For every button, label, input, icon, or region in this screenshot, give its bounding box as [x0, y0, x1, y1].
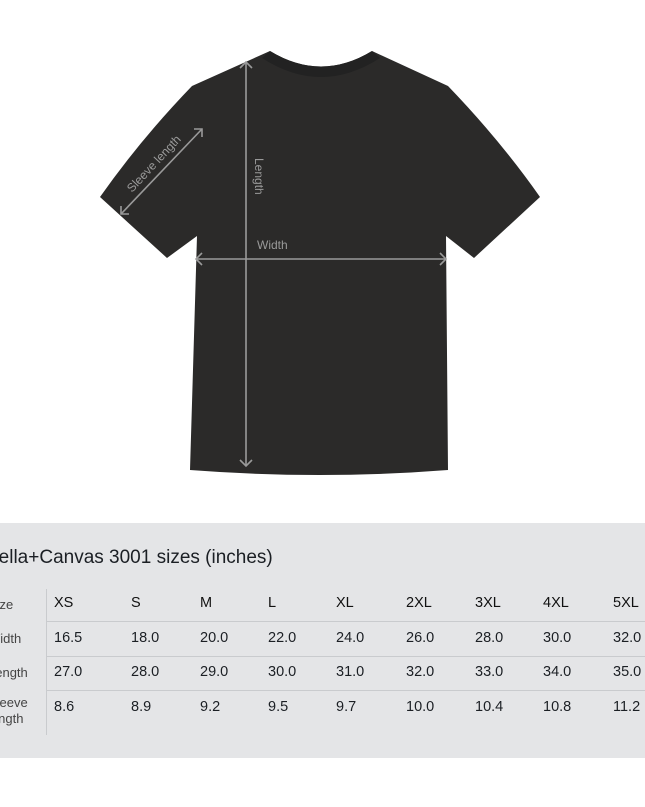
table-cell: 28.0	[131, 664, 160, 680]
arrow-icon	[239, 60, 253, 69]
size-header: XL	[336, 595, 354, 611]
tshirt-image	[100, 51, 540, 475]
table-cell: 18.0	[131, 630, 160, 646]
divider	[46, 589, 47, 735]
arrow-icon	[194, 128, 203, 137]
table-cell: 24.0	[336, 630, 365, 646]
table-cell: 22.0	[268, 630, 297, 646]
size-header: 4XL	[543, 595, 569, 611]
size-header: 3XL	[475, 595, 501, 611]
table-cell: 10.0	[406, 699, 435, 715]
divider	[47, 656, 645, 657]
arrow-icon	[439, 252, 448, 266]
table-cell: 28.0	[475, 630, 504, 646]
tshirt-diagram: Sleeve length Length Width	[100, 51, 540, 475]
table-cell: 31.0	[336, 664, 365, 680]
sleeve-measure-line	[120, 128, 203, 215]
table-cell: 9.7	[336, 699, 357, 715]
row-label: Size	[0, 597, 14, 612]
size-header: M	[200, 595, 213, 611]
table-cell: 20.0	[200, 630, 229, 646]
divider	[47, 690, 645, 691]
row-label: Width	[0, 631, 22, 646]
row-label: Sleeve length	[0, 695, 28, 726]
width-label: Width	[257, 238, 288, 252]
size-chart-panel: Bella+Canvas 3001 sizes (inches) Size Wid…	[0, 523, 645, 758]
table-cell: 30.0	[543, 630, 572, 646]
table-cell: 35.0	[613, 664, 642, 680]
table-cell: 9.2	[200, 699, 221, 715]
table-cell: 27.0	[54, 664, 83, 680]
size-header: XS	[54, 595, 74, 611]
size-header: 5XL	[613, 595, 639, 611]
table-cell: 9.5	[268, 699, 289, 715]
table-cell: 32.0	[406, 664, 435, 680]
table-cell: 33.0	[475, 664, 504, 680]
table-cell: 10.4	[475, 699, 504, 715]
size-chart-title: Bella+Canvas 3001 sizes (inches)	[0, 547, 273, 568]
table-cell: 30.0	[268, 664, 297, 680]
table-cell: 26.0	[406, 630, 435, 646]
arrow-icon	[194, 252, 203, 266]
table-cell: 16.5	[54, 630, 83, 646]
table-cell: 29.0	[200, 664, 229, 680]
size-header: S	[131, 595, 141, 611]
table-cell: 34.0	[543, 664, 572, 680]
divider	[47, 621, 645, 622]
length-label: Length	[252, 158, 266, 195]
collar	[262, 51, 380, 77]
table-cell: 8.9	[131, 699, 152, 715]
arrow-icon	[120, 206, 129, 215]
row-label: Length	[0, 665, 28, 680]
table-cell: 11.2	[613, 699, 641, 715]
table-cell: 32.0	[613, 630, 642, 646]
size-header: 2XL	[406, 595, 432, 611]
table-cell: 10.8	[543, 699, 572, 715]
table-cell: 8.6	[54, 699, 75, 715]
size-header: L	[268, 595, 277, 611]
arrow-icon	[239, 459, 253, 468]
